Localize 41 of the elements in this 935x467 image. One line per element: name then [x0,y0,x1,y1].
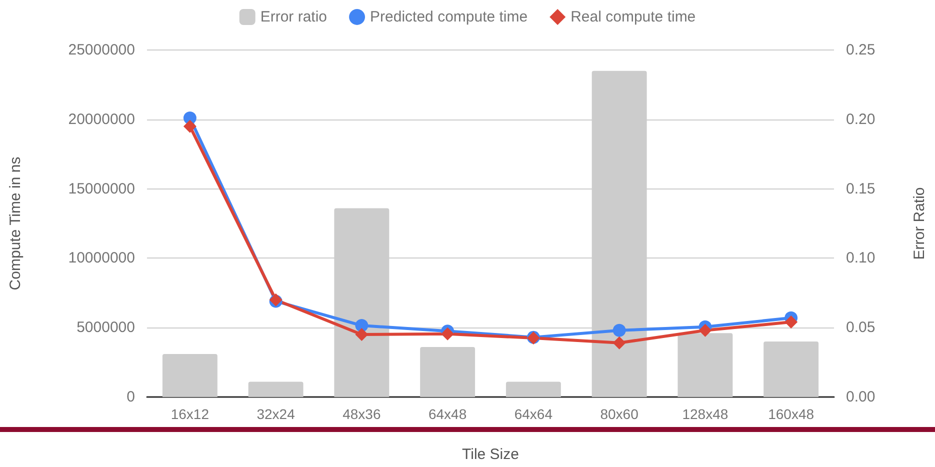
y2-tick-label: 0.00 [846,388,876,406]
y2-axis-title: Error Ratio [911,187,928,260]
legend-label: Predicted compute time [370,8,528,26]
bar [506,382,561,397]
y-axis-title: Compute Time in ns [7,156,24,290]
point [183,120,196,133]
y-tick-label: 0 [126,388,135,406]
x-tick-label: 160x48 [768,406,814,422]
x-tick-label: 64x64 [514,406,553,422]
y-tick-label: 15000000 [68,180,135,198]
y-tick-label: 20000000 [68,110,135,128]
x-tick-label: 80x60 [600,406,639,422]
point [612,324,626,337]
y2-tick-label: 0.15 [846,180,876,198]
y2-tick-label: 0.25 [846,42,876,58]
x-tick-label: 48x36 [342,406,381,422]
point [612,336,626,350]
bar [334,208,390,397]
legend-label: Error ratio [260,8,328,26]
x-tick-label: 128x48 [682,406,728,422]
y2-tick-label: 0.05 [846,319,876,336]
bar [764,341,819,397]
legend-label: Real compute time [570,8,696,26]
bar [248,382,304,397]
bar [592,70,647,397]
point [355,328,368,342]
y-tick-label: 10000000 [68,250,135,267]
x-tick-label: 32x24 [256,406,296,422]
point [698,324,712,337]
y2-tick-label: 0.10 [846,250,876,267]
x-axis-title: Tile Size [462,446,519,463]
x-tick-label: 64x48 [428,406,467,422]
bar [420,347,476,397]
x-tick-label: 16x12 [170,406,210,422]
y-tick-label: 25000000 [68,42,135,58]
bar [678,333,733,397]
y2-tick-label: 0.20 [846,110,876,128]
bar [162,354,218,397]
point [784,316,798,329]
y-tick-label: 5000000 [76,319,135,336]
point [441,327,454,340]
